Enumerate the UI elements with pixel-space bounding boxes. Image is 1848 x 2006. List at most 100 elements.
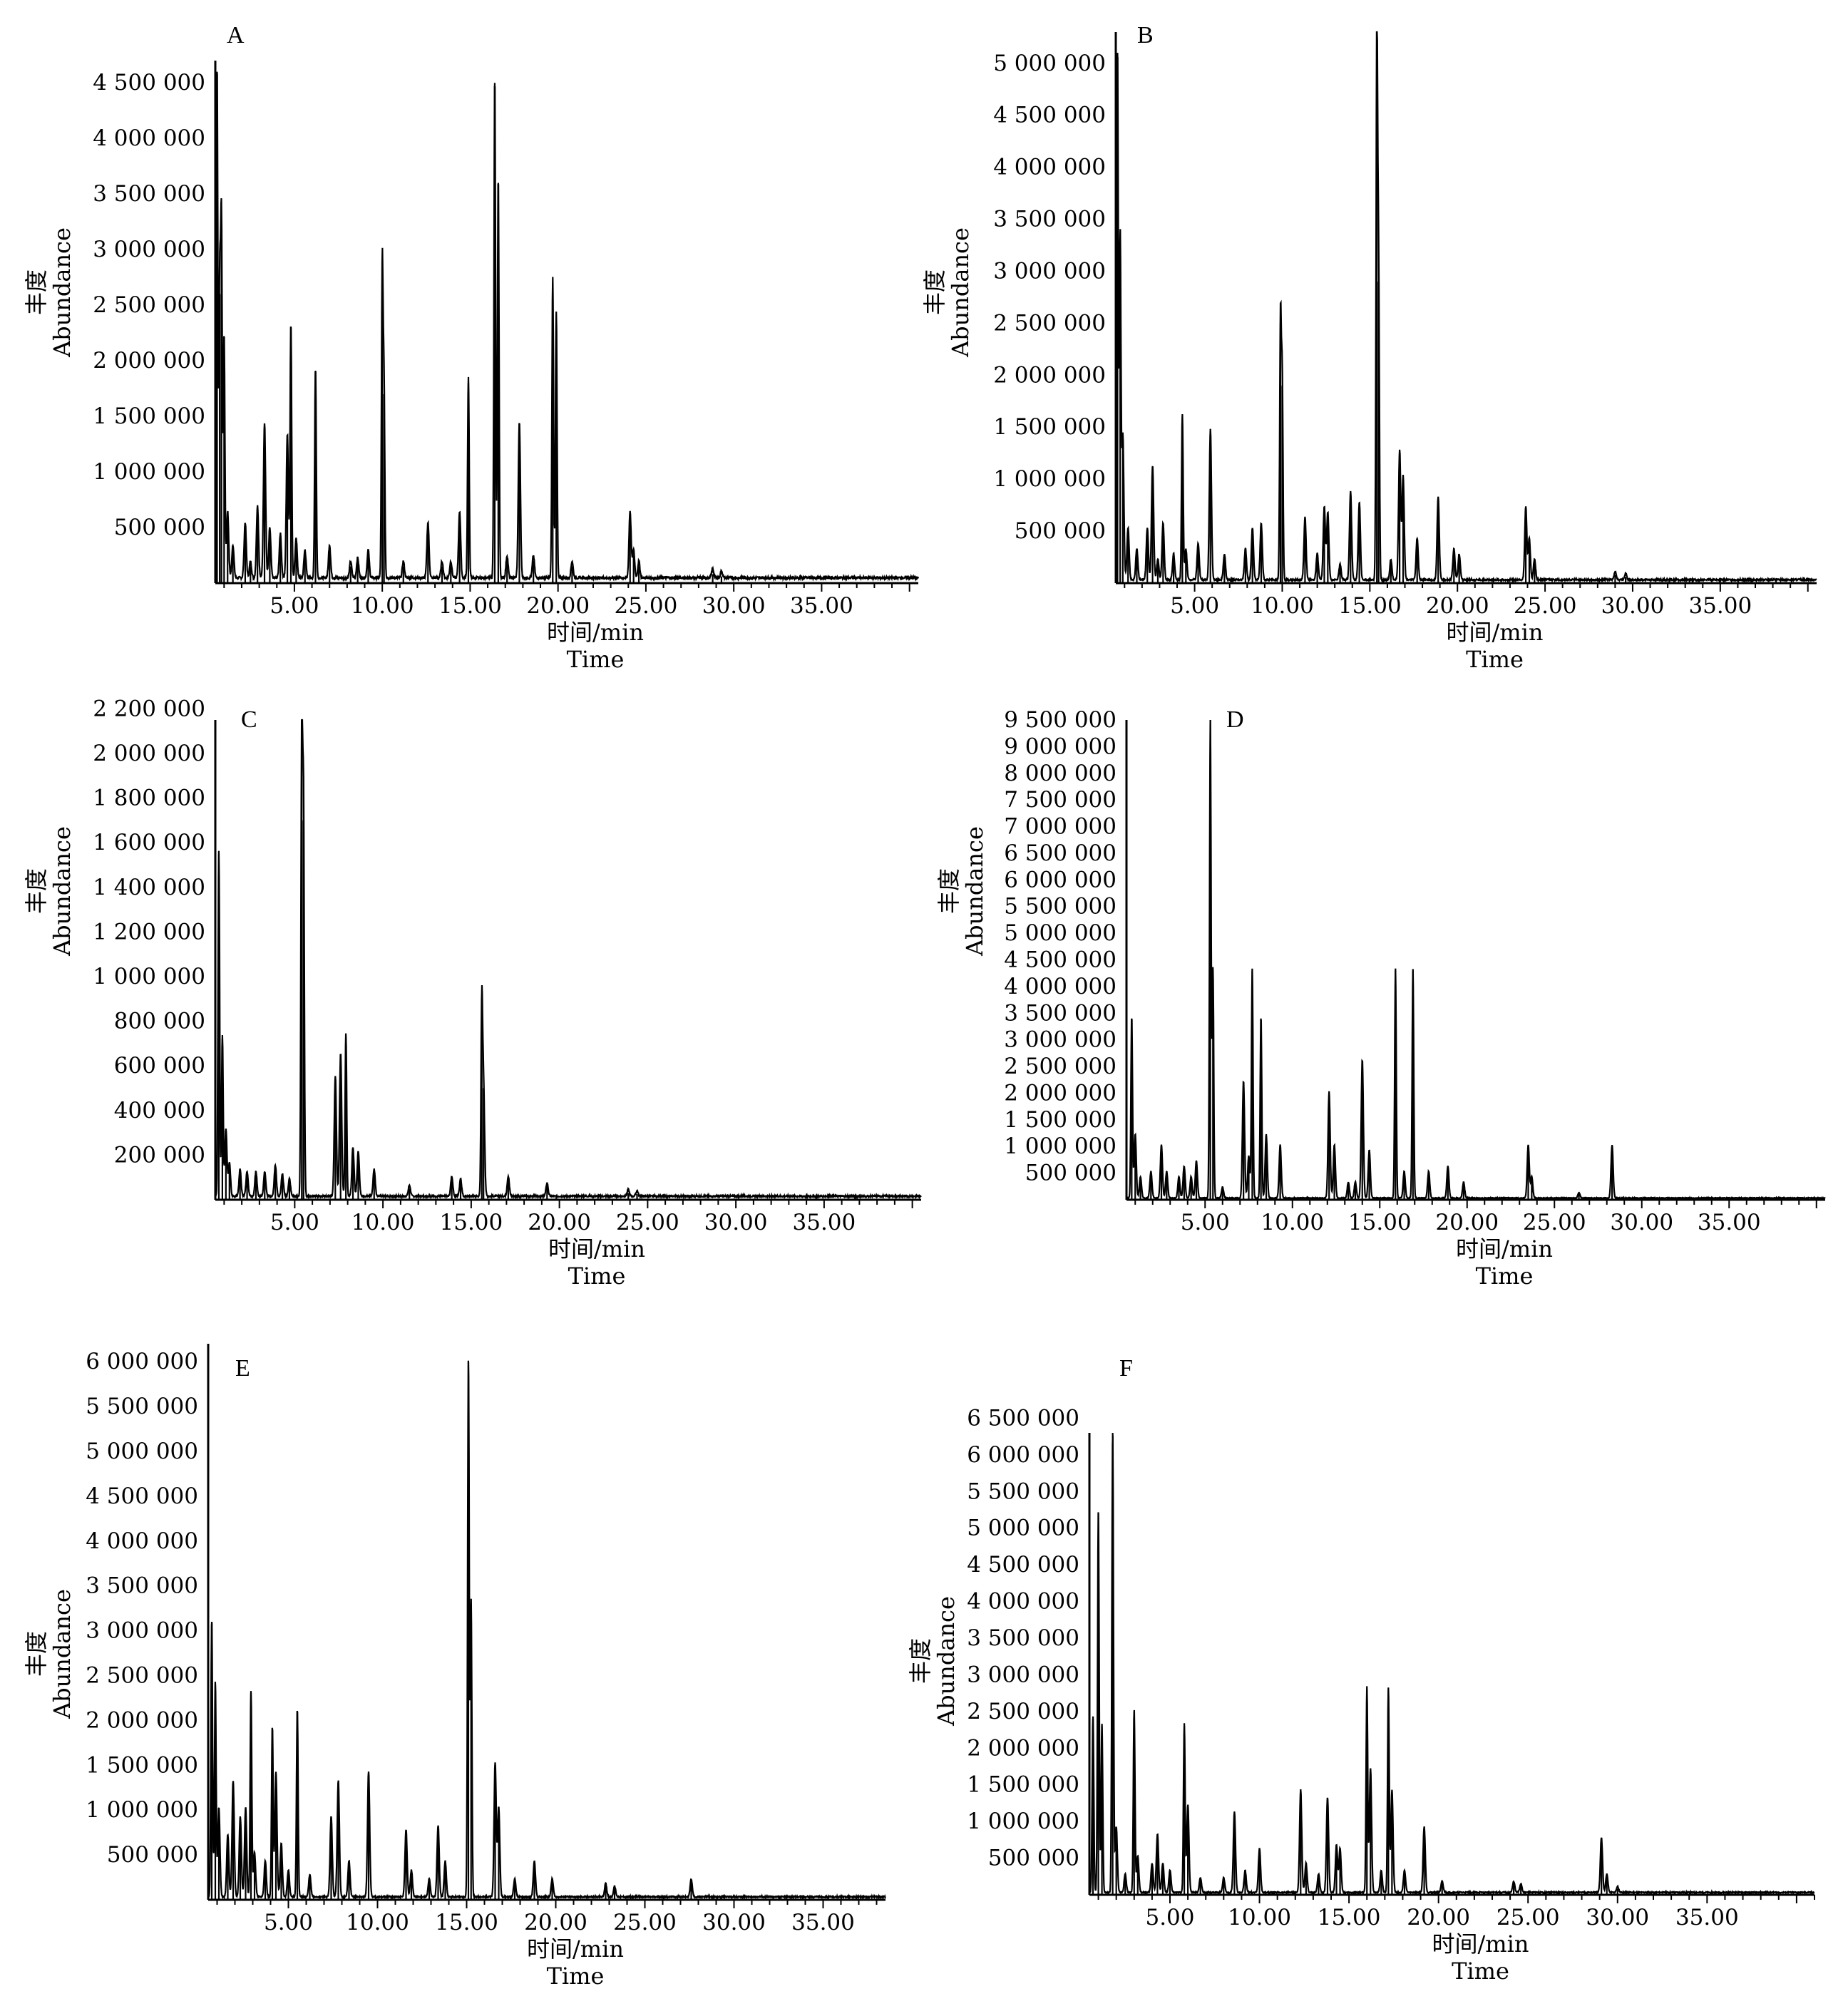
panel-label: F <box>1119 1355 1133 1382</box>
y-tick-label: 4 000 000 <box>1004 974 1116 999</box>
x-tick-label: 15.00 <box>1348 1210 1412 1235</box>
chart-panel-a: 5.00 10.00 15.00 20.00 25.00 30.00 35.00 500 00… <box>23 22 920 673</box>
y-tick-label: 6 500 000 <box>967 1405 1079 1431</box>
x-tick-label: 25.00 <box>1523 1210 1586 1235</box>
y-axis-title-en: Abundance <box>48 227 76 358</box>
y-tick-label: 2 000 000 <box>993 362 1106 388</box>
x-tick-label: 25.00 <box>613 1910 677 1935</box>
y-axis-title-cn: 丰度 <box>23 868 50 914</box>
x-tick-label: 15.00 <box>440 1210 503 1235</box>
y-tick-label: 3 500 000 <box>93 181 205 207</box>
y-tick-label: 4 500 000 <box>93 70 205 96</box>
x-tick-label: 10.00 <box>351 593 414 619</box>
x-tick-label: 35.00 <box>793 1210 856 1235</box>
chart-panel-d: 5.00 10.00 15.00 20.00 25.00 30.00 35.00 500 00… <box>935 706 1826 1290</box>
y-axis-title-en: Abundance <box>961 826 988 957</box>
y-tick-label: 5 000 000 <box>86 1439 198 1464</box>
y-tick-label: 5 500 000 <box>86 1394 198 1419</box>
x-tick-label: 20.00 <box>1426 593 1489 619</box>
y-tick-label: 4 000 000 <box>993 155 1106 180</box>
x-tick-label: 30.00 <box>702 1910 766 1935</box>
y-tick-label: 2 200 000 <box>93 696 205 721</box>
x-tick-label: 15.00 <box>435 1910 498 1935</box>
y-tick-label: 9 500 000 <box>1004 707 1116 733</box>
panel-label: E <box>235 1355 250 1382</box>
x-axis-title-cn: 时间/min <box>548 1235 645 1262</box>
y-tick-label: 1 500 000 <box>993 414 1106 440</box>
y-tick-label: 2 000 000 <box>93 348 205 374</box>
x-tick-label: 10.00 <box>346 1910 409 1935</box>
y-tick-label: 3 000 000 <box>967 1662 1079 1687</box>
x-tick-label: 20.00 <box>528 1210 591 1235</box>
x-tick-label: 10.00 <box>1228 1905 1291 1930</box>
y-tick-label: 1 500 000 <box>93 403 205 429</box>
x-tick-label: 20.00 <box>526 593 590 619</box>
chromatogram-trace <box>1088 1435 1814 1896</box>
x-tick-label: 30.00 <box>702 593 766 619</box>
y-tick-label: 1 000 000 <box>993 466 1106 492</box>
chromatogram-trace <box>207 1360 886 1901</box>
y-tick-label: 5 500 000 <box>967 1478 1079 1504</box>
y-tick-label: 4 500 000 <box>86 1483 198 1509</box>
y-tick-label: 1 000 000 <box>967 1809 1079 1834</box>
x-tick-label: 5.00 <box>264 1910 313 1935</box>
y-tick-label: 7 500 000 <box>1004 787 1116 813</box>
y-axis-title-cn: 丰度 <box>935 868 962 914</box>
y-tick-label: 6 000 000 <box>86 1349 198 1374</box>
x-tick-label: 20.00 <box>524 1910 587 1935</box>
chromatogram-trace <box>215 719 922 1200</box>
y-tick-label: 1 000 000 <box>93 459 205 485</box>
x-tick-label: 5.00 <box>270 1210 319 1235</box>
chart-panel-c: 5.00 10.00 15.00 20.00 25.00 30.00 35.00 200 00… <box>23 696 922 1290</box>
x-tick-label: 35.00 <box>1675 1905 1739 1930</box>
panel-label: A <box>227 22 245 48</box>
y-tick-label: 3 000 000 <box>86 1618 198 1644</box>
y-tick-label: 6 500 000 <box>1004 840 1116 866</box>
chromatogram-trace <box>214 73 920 582</box>
chart-panel-f: 5.00 10.00 15.00 20.00 25.00 30.00 35.00 500 00… <box>907 1355 1815 1985</box>
x-tick-label: 35.00 <box>791 1910 855 1935</box>
x-axis-title-en: Time <box>547 1963 605 1990</box>
y-axis-title-cn: 丰度 <box>921 269 948 315</box>
x-tick-label: 25.00 <box>1497 1905 1560 1930</box>
x-tick-label: 5.00 <box>1181 1210 1230 1235</box>
y-tick-label: 1 000 000 <box>93 964 205 989</box>
x-tick-label: 25.00 <box>615 593 678 619</box>
x-tick-label: 20.00 <box>1435 1210 1499 1235</box>
x-axis-title-cn: 时间/min <box>547 619 644 646</box>
x-tick-label: 10.00 <box>351 1210 415 1235</box>
y-tick-label: 2 500 000 <box>86 1662 198 1688</box>
y-tick-label: 4 500 000 <box>993 103 1106 128</box>
x-tick-label: 25.00 <box>616 1210 679 1235</box>
x-axis-title-cn: 时间/min <box>1447 619 1544 646</box>
panel-label: C <box>241 706 257 733</box>
x-axis-title-en: Time <box>568 1262 626 1290</box>
y-tick-label: 4 500 000 <box>967 1552 1079 1578</box>
y-tick-label: 500 000 <box>988 1846 1079 1871</box>
y-tick-label: 1 600 000 <box>93 830 205 855</box>
x-axis-title-en: Time <box>1466 646 1524 673</box>
y-tick-label: 6 000 000 <box>1004 867 1116 893</box>
x-axis-title-cn: 时间/min <box>1456 1235 1553 1262</box>
y-tick-label: 4 000 000 <box>967 1589 1079 1615</box>
y-tick-label: 1 500 000 <box>86 1752 198 1778</box>
x-tick-label: 30.00 <box>1601 593 1665 619</box>
y-tick-label: 800 000 <box>114 1009 205 1034</box>
y-tick-label: 3 000 000 <box>1004 1027 1116 1053</box>
y-tick-label: 3 500 000 <box>993 207 1106 232</box>
y-tick-label: 400 000 <box>114 1098 205 1123</box>
y-tick-label: 500 000 <box>1015 518 1106 544</box>
x-axis-title-en: Time <box>1452 1958 1509 1985</box>
x-tick-label: 30.00 <box>704 1210 768 1235</box>
y-tick-label: 8 000 000 <box>1004 761 1116 786</box>
y-tick-label: 6 000 000 <box>967 1442 1079 1468</box>
y-tick-label: 3 000 000 <box>93 237 205 262</box>
y-tick-label: 2 500 000 <box>993 310 1106 336</box>
y-tick-label: 200 000 <box>114 1142 205 1168</box>
x-axis-title-en: Time <box>1476 1262 1534 1290</box>
y-tick-label: 4 500 000 <box>1004 947 1116 973</box>
y-tick-label: 2 500 000 <box>93 292 205 318</box>
x-tick-label: 35.00 <box>790 593 853 619</box>
y-tick-label: 2 000 000 <box>86 1707 198 1733</box>
y-axis-title-en: Abundance <box>48 826 76 957</box>
